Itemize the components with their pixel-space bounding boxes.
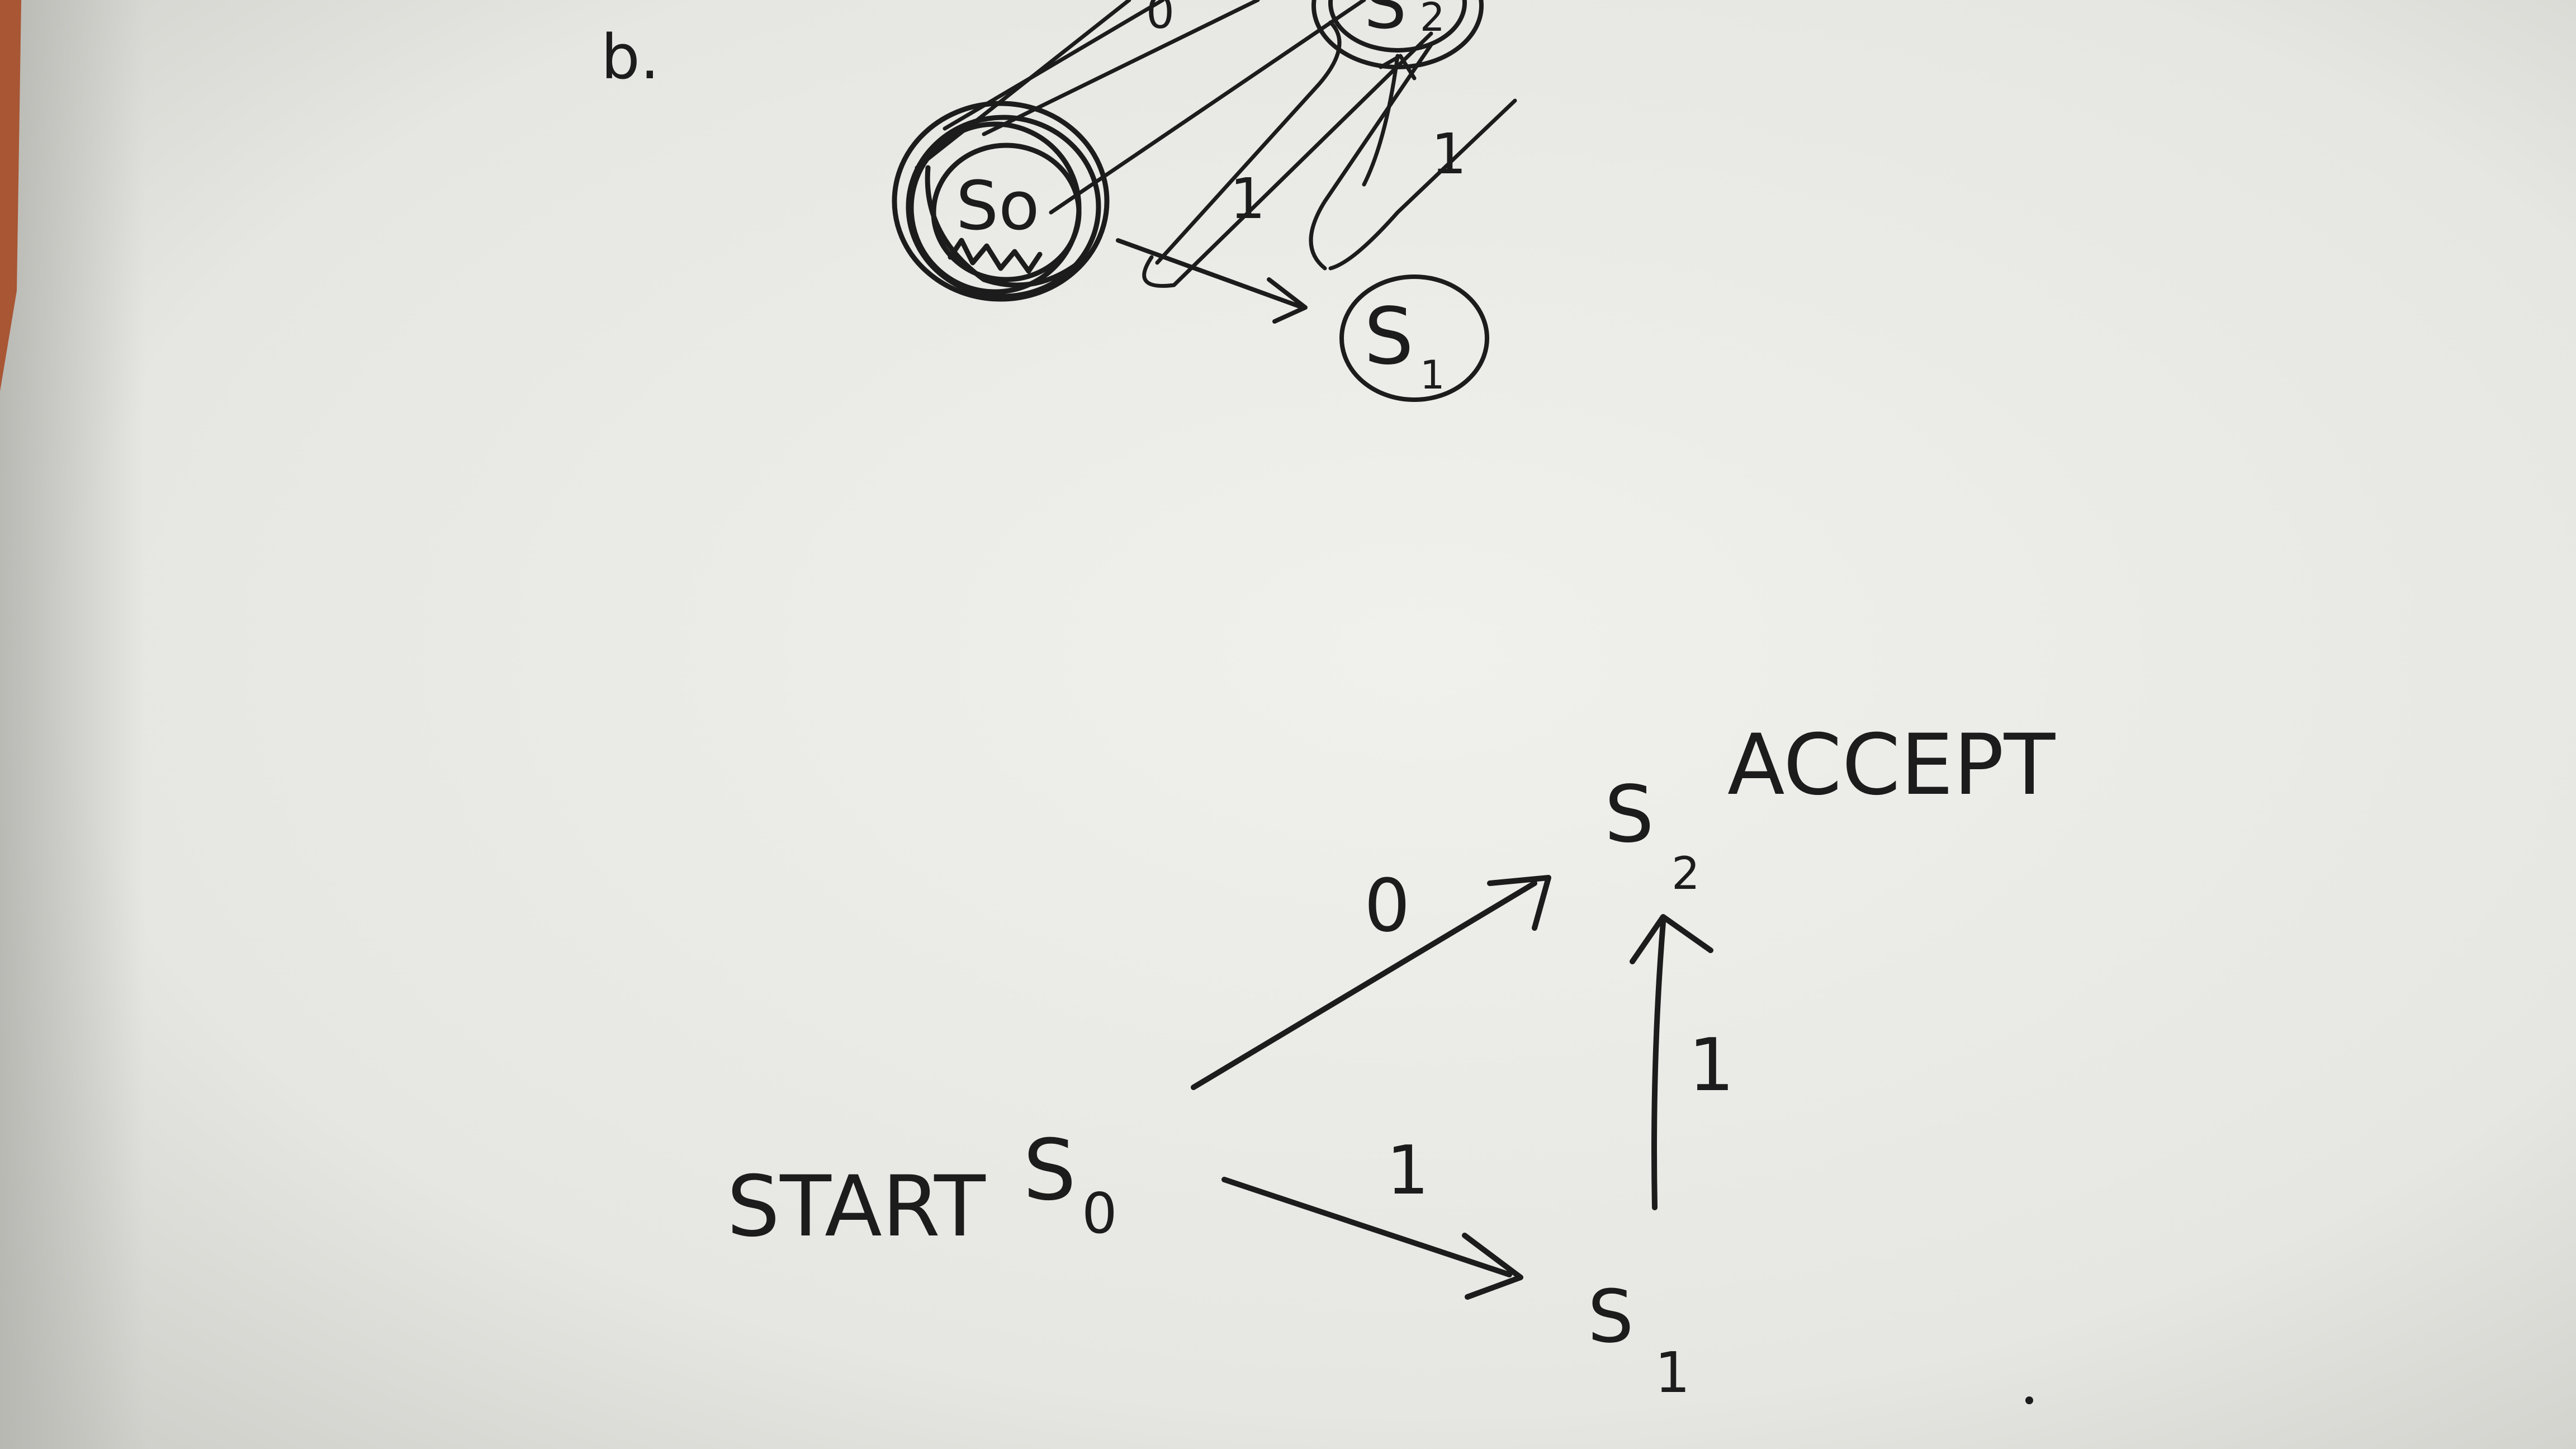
top-edge-label-b: 1 (1431, 121, 1467, 187)
edge-s0-s2-arrowhead (1487, 875, 1551, 931)
bottom-diagram-edges (1191, 875, 1713, 1300)
edge-label-s0-s1: 1 (1386, 1132, 1429, 1210)
top-arrow-s0-s1 (1116, 238, 1308, 324)
desk-edge (0, 0, 21, 391)
top-state-s1-circle (1339, 274, 1489, 402)
accept-label: ACCEPT (1727, 717, 2056, 814)
top-edge-label-c: 0 (1146, 0, 1175, 39)
edge-label-s1-s2: 1 (1688, 1022, 1735, 1107)
paper-edge-shadow (0, 0, 145, 1449)
start-label: START (727, 1158, 986, 1256)
top-state-s2-label: S (1364, 0, 1407, 44)
top-state-s2-circle (1311, 0, 1484, 69)
top-state-s0-label: So (956, 168, 1040, 245)
state-s1-letter: S (1588, 1274, 1634, 1359)
ink-speck (2025, 1396, 2033, 1404)
bottom-diagram-text: START ACCEPT S 0 S 2 S 1 0 1 1 (727, 717, 2056, 1405)
state-s2-letter: S (1604, 769, 1654, 860)
top-state-s1-label: S (1364, 291, 1414, 382)
top-loop-edges (915, 0, 1517, 288)
state-s2-subscript: 2 (1671, 847, 1700, 899)
edge-s1-s2 (1651, 920, 1666, 1210)
state-s1-subscript: 1 (1655, 1340, 1690, 1405)
top-sketch-text: b. So S 1 S 2 1 1 0 (601, 0, 1467, 398)
state-s0-subscript: 0 (1082, 1181, 1117, 1246)
edge-label-s0-s2: 0 (1364, 863, 1410, 948)
top-edge-label-a: 1 (1230, 166, 1266, 231)
part-label: b. (601, 21, 660, 93)
top-sketch (892, 0, 1517, 402)
edge-s0-s1-arrowhead (1462, 1233, 1523, 1300)
edge-s0-s1 (1221, 1177, 1512, 1277)
edge-s0-s2 (1191, 880, 1537, 1090)
state-s0-letter: S (1023, 1122, 1076, 1219)
edge-s1-s2-arrowhead (1630, 914, 1713, 964)
top-state-s1-subscript: 1 (1420, 352, 1445, 398)
top-state-s2-subscript: 2 (1420, 0, 1445, 40)
